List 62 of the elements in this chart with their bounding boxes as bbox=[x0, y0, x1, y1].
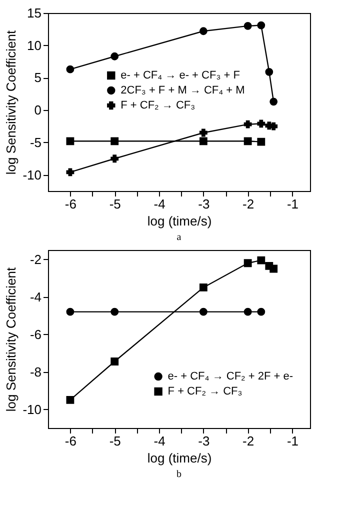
x-tick-label: -3 bbox=[198, 434, 210, 448]
y-tick-label: 0 bbox=[34, 102, 42, 118]
y-tick-label: 10 bbox=[27, 38, 42, 53]
point bbox=[66, 65, 74, 74]
x-axis-title: log (time/s) bbox=[147, 450, 212, 466]
y-tick-label: -6 bbox=[30, 326, 42, 342]
point bbox=[270, 98, 278, 106]
legend-label: e- + CF₄ → e- + CF₃ + F bbox=[120, 69, 240, 82]
point bbox=[199, 284, 208, 292]
point bbox=[199, 27, 208, 36]
point bbox=[66, 137, 74, 146]
x-tick-label: -1 bbox=[286, 196, 299, 212]
y-tick-label: 15 bbox=[27, 6, 42, 20]
point bbox=[244, 259, 252, 268]
x-tick-label: -3 bbox=[198, 196, 210, 212]
x-tick-label: -1 bbox=[286, 434, 299, 448]
x-axis-title: log (time/s) bbox=[147, 214, 212, 228]
point bbox=[257, 308, 266, 316]
y-tick-label: -8 bbox=[30, 364, 42, 380]
text: a bbox=[176, 232, 182, 243]
y-tick-label: -5 bbox=[30, 134, 42, 150]
point bbox=[199, 137, 208, 146]
y-tick-label: -2 bbox=[30, 252, 42, 267]
point bbox=[257, 21, 266, 30]
point bbox=[257, 256, 266, 264]
x-tick-label: -6 bbox=[64, 434, 76, 448]
legend-label: F + CF₂ → CF₃ bbox=[168, 386, 242, 398]
point bbox=[110, 137, 119, 146]
point bbox=[66, 168, 74, 176]
legend-label: F + CF₂ → CF₃ bbox=[120, 99, 196, 112]
x-tick-label: -4 bbox=[154, 434, 166, 448]
point bbox=[257, 120, 266, 128]
x-tick-label: -2 bbox=[242, 434, 254, 448]
y-axis-title: log Sensitivity Coefficient bbox=[4, 266, 19, 412]
point bbox=[199, 128, 208, 137]
legend-label: 2CF₃ + F + M → CF₄ + M bbox=[120, 84, 245, 96]
y-tick-label: -10 bbox=[22, 402, 42, 417]
point bbox=[270, 264, 278, 273]
point bbox=[110, 358, 119, 366]
point bbox=[110, 52, 119, 60]
point bbox=[66, 308, 74, 316]
point bbox=[244, 137, 252, 146]
point bbox=[66, 396, 74, 404]
point bbox=[257, 138, 266, 146]
legend-label: e- + CF₄ → CF₂ + 2F + e- bbox=[168, 370, 294, 383]
y-tick-label: 5 bbox=[34, 70, 42, 86]
y-tick-label: -4 bbox=[30, 289, 42, 304]
x-tick-label: -5 bbox=[109, 196, 121, 212]
y-tick-label: -10 bbox=[22, 167, 42, 182]
y-axis-title: log Sensitivity Coefficient bbox=[4, 30, 19, 175]
x-tick-label: -5 bbox=[109, 434, 121, 448]
point bbox=[265, 68, 274, 76]
text: b bbox=[176, 469, 182, 480]
point bbox=[199, 308, 208, 316]
point bbox=[110, 308, 119, 316]
point bbox=[244, 120, 252, 128]
point bbox=[110, 154, 119, 163]
point bbox=[244, 22, 252, 30]
x-tick-label: -2 bbox=[242, 196, 254, 212]
x-tick-label: -4 bbox=[154, 196, 166, 212]
x-tick-label: -6 bbox=[64, 196, 76, 212]
point bbox=[244, 308, 252, 316]
